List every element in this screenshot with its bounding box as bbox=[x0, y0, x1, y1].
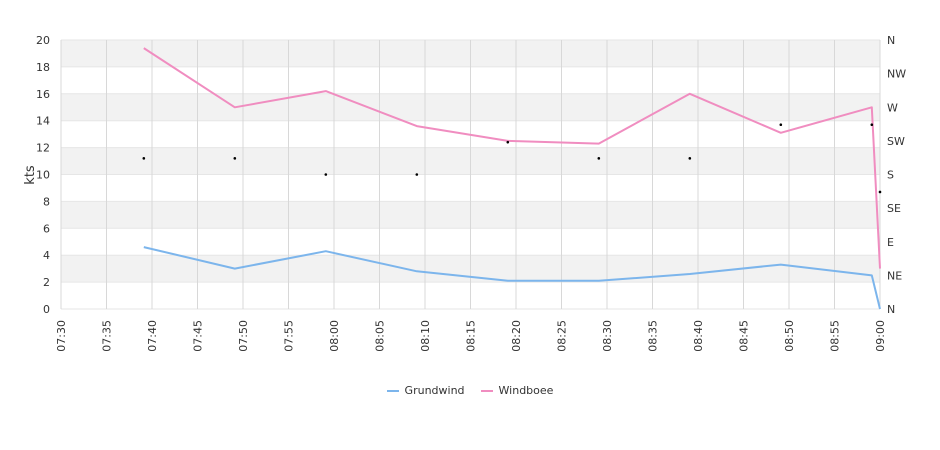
y2-axis-ticks: N NE E SE S SW W NW N bbox=[887, 34, 906, 316]
x-tick-label: 08:35 bbox=[647, 320, 660, 352]
y-tick-label: 6 bbox=[43, 222, 50, 235]
x-tick-label: 09:00 bbox=[874, 320, 887, 352]
x-tick-label: 07:45 bbox=[192, 320, 205, 352]
direction-marker bbox=[688, 157, 692, 160]
x-tick-label: 07:40 bbox=[146, 320, 159, 352]
y2-tick-label: W bbox=[887, 101, 898, 114]
direction-marker bbox=[415, 173, 419, 176]
legend-label: Grundwind bbox=[404, 384, 465, 397]
series-line-windboee bbox=[143, 47, 881, 269]
x-tick-label: 08:20 bbox=[510, 320, 523, 352]
x-tick-label: 07:35 bbox=[101, 320, 114, 352]
x-axis-ticks: 07:30 07:35 07:40 07:45 07:50 07:55 08:00 08:05… bbox=[55, 320, 887, 352]
legend-item-grundwind[interactable]: Grundwind bbox=[386, 384, 465, 397]
y-tick-label: 14 bbox=[36, 115, 50, 128]
y-tick-label: 4 bbox=[43, 249, 50, 262]
x-tick-label: 08:00 bbox=[328, 320, 341, 352]
direction-marker bbox=[233, 157, 237, 160]
y2-tick-label: N bbox=[887, 303, 895, 316]
x-tick-label: 08:10 bbox=[419, 320, 432, 352]
legend-item-windboee[interactable]: Windboee bbox=[480, 384, 554, 397]
series-line-grundwind bbox=[143, 246, 881, 310]
direction-marker bbox=[142, 157, 146, 160]
x-tick-label: 08:45 bbox=[738, 320, 751, 352]
series-lines bbox=[143, 47, 881, 310]
legend-label: Windboee bbox=[498, 384, 554, 397]
y-tick-label: 18 bbox=[36, 61, 50, 74]
direction-marker bbox=[870, 123, 874, 127]
y-tick-label: 0 bbox=[43, 303, 50, 316]
y2-tick-label: NE bbox=[887, 269, 902, 282]
x-tick-label: 08:40 bbox=[692, 320, 705, 352]
direction-marker bbox=[324, 173, 328, 176]
direction-markers bbox=[142, 123, 882, 194]
y-tick-label: 10 bbox=[36, 169, 50, 182]
x-tick-label: 08:05 bbox=[374, 320, 387, 352]
x-tick-label: 08:50 bbox=[783, 320, 796, 352]
y2-tick-label: S bbox=[887, 169, 894, 182]
y-tick-label: 20 bbox=[36, 34, 50, 47]
y-tick-label: 16 bbox=[36, 88, 50, 101]
y2-tick-label: NW bbox=[887, 68, 906, 81]
x-tick-label: 08:55 bbox=[829, 320, 842, 352]
direction-marker bbox=[878, 190, 882, 194]
direction-marker bbox=[779, 123, 783, 127]
y-tick-label: 2 bbox=[43, 276, 50, 289]
y-axis-title: kts bbox=[23, 165, 38, 185]
x-tick-label: 08:15 bbox=[465, 320, 478, 352]
x-tick-label: 08:25 bbox=[556, 320, 569, 352]
y2-tick-label: E bbox=[887, 236, 894, 249]
x-tick-label: 07:30 bbox=[55, 320, 68, 352]
y2-tick-label: SW bbox=[887, 135, 905, 148]
y2-tick-label: N bbox=[887, 34, 895, 47]
legend: Grundwind Windboee bbox=[0, 384, 940, 397]
y-tick-label: 12 bbox=[36, 142, 50, 155]
x-tick-label: 07:55 bbox=[283, 320, 296, 352]
y2-tick-label: SE bbox=[887, 202, 901, 215]
legend-swatch bbox=[480, 389, 493, 392]
y-tick-label: 8 bbox=[43, 195, 50, 208]
x-tick-label: 08:30 bbox=[601, 320, 614, 352]
y-axis-ticks: 0 2 4 6 8 10 12 14 16 18 20 bbox=[36, 34, 50, 316]
x-tick-label: 07:50 bbox=[237, 320, 250, 352]
direction-marker bbox=[597, 157, 601, 160]
legend-swatch bbox=[386, 389, 399, 392]
direction-marker bbox=[506, 140, 510, 144]
